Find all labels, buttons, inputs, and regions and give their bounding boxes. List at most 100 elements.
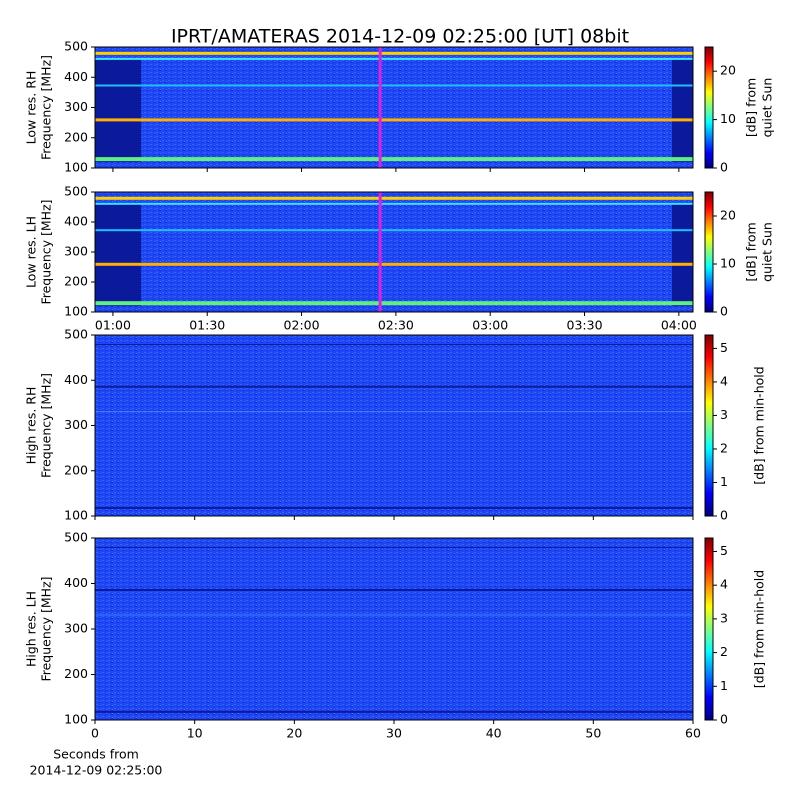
y-tick-label: 300 — [64, 244, 88, 259]
x-tick-label: 40 — [486, 726, 502, 741]
colorbar-tick-label: 2 — [720, 440, 728, 455]
band — [95, 202, 693, 205]
x-tick-label: 01:30 — [189, 318, 225, 333]
band — [95, 547, 693, 549]
y-axis-label: Frequency [MHz] — [39, 373, 54, 478]
colorbar — [704, 334, 714, 517]
colorbar-tick-label: 4 — [720, 373, 728, 388]
y-tick-label: 200 — [64, 274, 88, 289]
colorbar-tick-label: 0 — [720, 304, 728, 319]
band — [95, 614, 693, 616]
band — [95, 118, 693, 122]
x-tick-label: 30 — [386, 726, 402, 741]
colorbar-tick-label: 10 — [720, 256, 736, 271]
band — [95, 51, 693, 55]
spectrogram-image — [95, 538, 693, 720]
y-tick-label: 400 — [64, 372, 88, 387]
y-tick-label: 300 — [64, 621, 88, 636]
x-tick-label: 20 — [286, 726, 302, 741]
x-axis-label: 2014-12-09 02:25:00 — [30, 763, 163, 778]
x-tick-label: 03:30 — [567, 318, 603, 333]
band — [95, 344, 693, 346]
data-gap — [672, 59, 693, 162]
y-tick-label: 500 — [64, 530, 88, 545]
colorbar-tick-label: 20 — [720, 63, 736, 78]
y-tick-label: 200 — [64, 666, 88, 681]
y-axis-label: High res. LH — [24, 591, 39, 667]
colorbar-tick-label: 2 — [720, 644, 728, 659]
colorbar-tick-label: 10 — [720, 111, 736, 126]
colorbar-label: quiet Sun — [760, 222, 775, 282]
colorbar-tick-label: 1 — [720, 678, 728, 693]
y-tick-label: 100 — [64, 304, 88, 319]
band — [95, 262, 693, 266]
colorbar-tick-label: 4 — [720, 577, 728, 592]
colorbar-label: [dB] from min-hold — [752, 366, 767, 484]
spectrogram-image — [95, 47, 693, 168]
colorbar-tick-label: 3 — [720, 610, 728, 625]
y-tick-label: 500 — [64, 327, 88, 342]
x-tick-label: 0 — [91, 726, 99, 741]
y-tick-label: 200 — [64, 129, 88, 144]
colorbar — [704, 537, 714, 721]
y-axis-label: Low res. LH — [24, 216, 39, 288]
y-tick-label: 200 — [64, 462, 88, 477]
x-tick-label: 03:00 — [472, 318, 508, 333]
figure-title: IPRT/AMATERAS 2014-12-09 02:25:00 [UT] 0… — [171, 26, 629, 48]
colorbar-tick-label: 0 — [720, 712, 728, 727]
data-gap — [95, 59, 141, 162]
y-tick-label: 100 — [64, 712, 88, 727]
band — [95, 385, 693, 388]
y-tick-label: 500 — [64, 39, 88, 54]
x-tick-label: 10 — [187, 726, 203, 741]
spectrogram-image — [95, 192, 693, 312]
band — [95, 411, 693, 413]
y-tick-label: 500 — [64, 184, 88, 199]
y-tick-label: 300 — [64, 99, 88, 114]
band — [95, 157, 693, 162]
colorbar-tick-label: 1 — [720, 474, 728, 489]
colorbar-tick-label: 0 — [720, 160, 728, 175]
colorbar-label: [dB] from min-hold — [752, 570, 767, 688]
y-axis-label: Frequency [MHz] — [39, 576, 54, 681]
colorbar-tick-label: 3 — [720, 407, 728, 422]
y-axis-label: Frequency [MHz] — [39, 55, 54, 160]
colorbar — [704, 46, 714, 169]
data-gap — [95, 204, 141, 306]
colorbar-label: quiet Sun — [760, 78, 775, 138]
colorbar-tick-label: 0 — [720, 508, 728, 523]
x-tick-label: 60 — [685, 726, 701, 741]
x-tick-label: 02:30 — [378, 318, 414, 333]
data-gap — [672, 204, 693, 306]
band — [95, 196, 693, 200]
x-tick-label: 04:00 — [661, 318, 697, 333]
colorbar — [704, 191, 714, 313]
band — [95, 588, 693, 591]
y-tick-label: 400 — [64, 214, 88, 229]
y-axis-label: High res. RH — [24, 387, 39, 465]
colorbar-label: [dB] from — [744, 222, 759, 281]
x-tick-label: 50 — [585, 726, 601, 741]
band — [95, 506, 693, 509]
band — [95, 229, 693, 232]
x-tick-label: 02:00 — [284, 318, 320, 333]
y-axis-label: Frequency [MHz] — [39, 199, 54, 304]
colorbar-label: [dB] from — [744, 78, 759, 137]
y-axis-label: Low res. RH — [24, 71, 39, 145]
colorbar-tick-label: 5 — [720, 543, 728, 558]
spectrogram-image — [95, 335, 693, 516]
x-axis-label: Seconds from — [53, 747, 139, 762]
band — [95, 84, 693, 87]
band — [95, 301, 693, 306]
y-tick-label: 100 — [64, 508, 88, 523]
y-tick-label: 400 — [64, 69, 88, 84]
band — [95, 710, 693, 713]
band — [95, 57, 693, 60]
x-tick-label: 01:00 — [95, 318, 131, 333]
colorbar-tick-label: 5 — [720, 340, 728, 355]
y-tick-label: 400 — [64, 575, 88, 590]
y-tick-label: 100 — [64, 160, 88, 175]
colorbar-tick-label: 20 — [720, 208, 736, 223]
y-tick-label: 300 — [64, 417, 88, 432]
